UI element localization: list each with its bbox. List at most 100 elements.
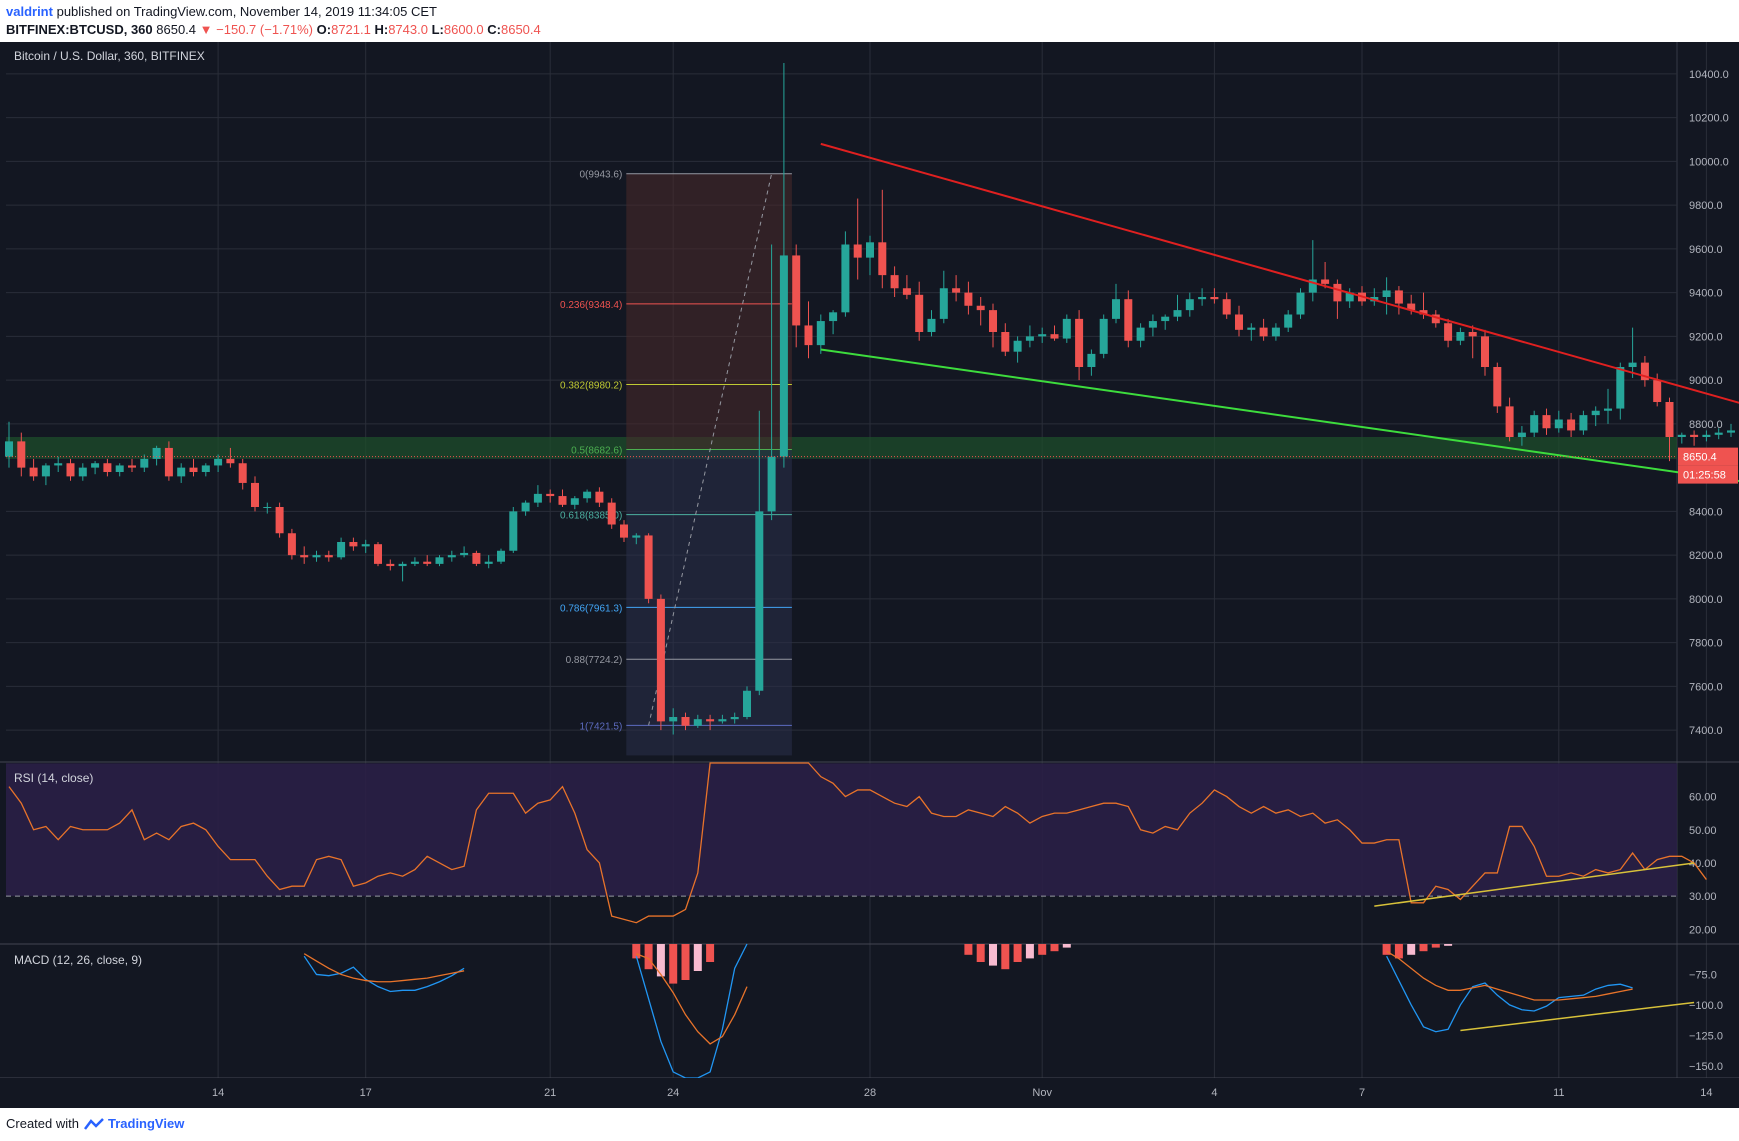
candle-body: [1124, 299, 1133, 341]
candle-body: [1296, 292, 1305, 315]
candle-body: [620, 524, 628, 538]
time-tick-label: 4: [1211, 1087, 1217, 1099]
support-line-stroke: [820, 348, 1739, 482]
symbol-label: BITFINEX:BTCUSD, 360: [6, 22, 153, 37]
support-zone: [6, 437, 1677, 459]
time-tick-label: 28: [864, 1087, 876, 1099]
time-tick-label: 14: [1700, 1087, 1712, 1099]
macd-histogram-bar: [1001, 944, 1010, 970]
candle-body: [1530, 415, 1539, 433]
candle-body: [755, 511, 764, 691]
fib-level-label: 0.236(9348.4): [560, 300, 622, 311]
candle-body: [1148, 321, 1157, 328]
candle-body: [91, 463, 100, 468]
high-value: 8743.0: [388, 22, 428, 37]
open-value: 8721.1: [331, 22, 371, 37]
candle-body: [1579, 415, 1588, 431]
signal-line: [636, 953, 748, 1045]
time-tick-label: 14: [212, 1087, 224, 1099]
candle-body: [976, 305, 985, 311]
cloud-icon: [83, 1117, 104, 1130]
fib-level-label: 0.618(8385.0): [560, 511, 622, 522]
macd-histogram-bar: [1394, 944, 1403, 959]
candle-body: [1431, 314, 1440, 324]
price-tick-label: 7600.0: [1689, 681, 1723, 693]
candle-body: [1407, 303, 1416, 311]
candle-body: [140, 458, 149, 468]
candle-body: [1468, 332, 1477, 337]
candle-body: [816, 321, 825, 346]
candle-body: [103, 463, 112, 472]
candle-body: [558, 496, 567, 505]
candle-body: [374, 544, 382, 564]
candle-body: [607, 502, 616, 525]
price-tick-label: 7400.0: [1689, 725, 1723, 737]
candle-body: [1235, 314, 1243, 330]
macd-histogram-bar: [681, 944, 690, 980]
candle-body: [287, 533, 296, 556]
macd-histogram-bar: [632, 944, 641, 959]
candle-body: [1604, 408, 1612, 411]
candle-body: [743, 690, 751, 717]
published-text: published on TradingView.com, November 1…: [56, 4, 437, 19]
fib-level-label: 0.88(7724.2): [566, 655, 623, 666]
candle-body: [435, 557, 444, 564]
candle-body: [706, 719, 715, 722]
candle-body: [1087, 353, 1096, 367]
resistance-line-stroke: [820, 142, 1739, 404]
rsi-band: [6, 763, 1677, 897]
macd-histogram-bar: [1025, 944, 1034, 959]
candle-body: [964, 292, 973, 306]
rsi-tick-label: 40.00: [1689, 858, 1717, 870]
macd-histogram-bar: [1013, 944, 1022, 962]
candle-body: [1567, 419, 1576, 431]
candles: [5, 62, 1735, 735]
close-value: 8650.4: [500, 22, 541, 37]
candle-body: [1099, 318, 1108, 354]
price-tick-label: 10400.0: [1689, 69, 1729, 81]
candle-body: [1394, 290, 1403, 304]
time-axis-panel: [0, 1078, 1739, 1108]
candle-body: [1259, 327, 1268, 337]
macd-histogram-bar: [706, 944, 715, 962]
macd-histogram-bar: [693, 944, 702, 971]
candle-body: [1345, 292, 1354, 302]
price-axis-panel: [1677, 42, 1739, 1108]
candle-body: [41, 465, 50, 477]
signal-line: [303, 953, 465, 983]
price-tick-label: 7800.0: [1689, 638, 1723, 650]
candle-body: [238, 463, 247, 483]
countdown-tag: [1678, 465, 1738, 484]
candle-body: [521, 502, 530, 512]
rsi-tick-label: 20.00: [1689, 924, 1717, 936]
candle-body: [398, 563, 407, 567]
fibonacci-retracement: 0(9943.6) 0.236(9348.4) 0.382(8980.2) 0.5(8…: [560, 170, 792, 756]
candle-body: [1284, 314, 1293, 328]
signal-line: [1386, 950, 1633, 1001]
macd-tick-label: −100.0: [1689, 1000, 1723, 1012]
candle-body: [423, 561, 432, 564]
candle-body: [656, 598, 665, 722]
candle-body: [693, 719, 702, 726]
tradingview-logo[interactable]: TradingView: [83, 1116, 184, 1131]
countdown-tag-label: 01:25:58: [1683, 470, 1726, 482]
candle-body: [546, 493, 555, 497]
macd-histogram-bar: [1431, 944, 1440, 948]
candle-body: [1517, 432, 1526, 437]
candle-body: [644, 535, 653, 599]
candle-body: [152, 447, 161, 459]
fib-level-label: 0.5(8682.6): [571, 446, 622, 457]
candle-body: [1481, 336, 1489, 367]
candle-body: [497, 550, 505, 562]
candle-body: [214, 458, 223, 466]
support-line: [820, 348, 1739, 482]
candle-body: [1173, 310, 1182, 317]
macd-panel: MACD (12, 26, close, 9) −75.0 −100.0 −125.0…: [14, 943, 1723, 1079]
rsi-tick-label: 50.00: [1689, 825, 1717, 837]
candle-body: [263, 507, 272, 508]
time-tick-label: 11: [1553, 1087, 1564, 1099]
open-label: O:: [316, 22, 332, 37]
candle-body: [1013, 340, 1022, 352]
chart-canvas[interactable]: 10400.0 10200.0 10000.0 9800.0 9600.0 9400.0 9…: [0, 42, 1739, 1108]
author-link[interactable]: valdrint: [6, 4, 53, 19]
